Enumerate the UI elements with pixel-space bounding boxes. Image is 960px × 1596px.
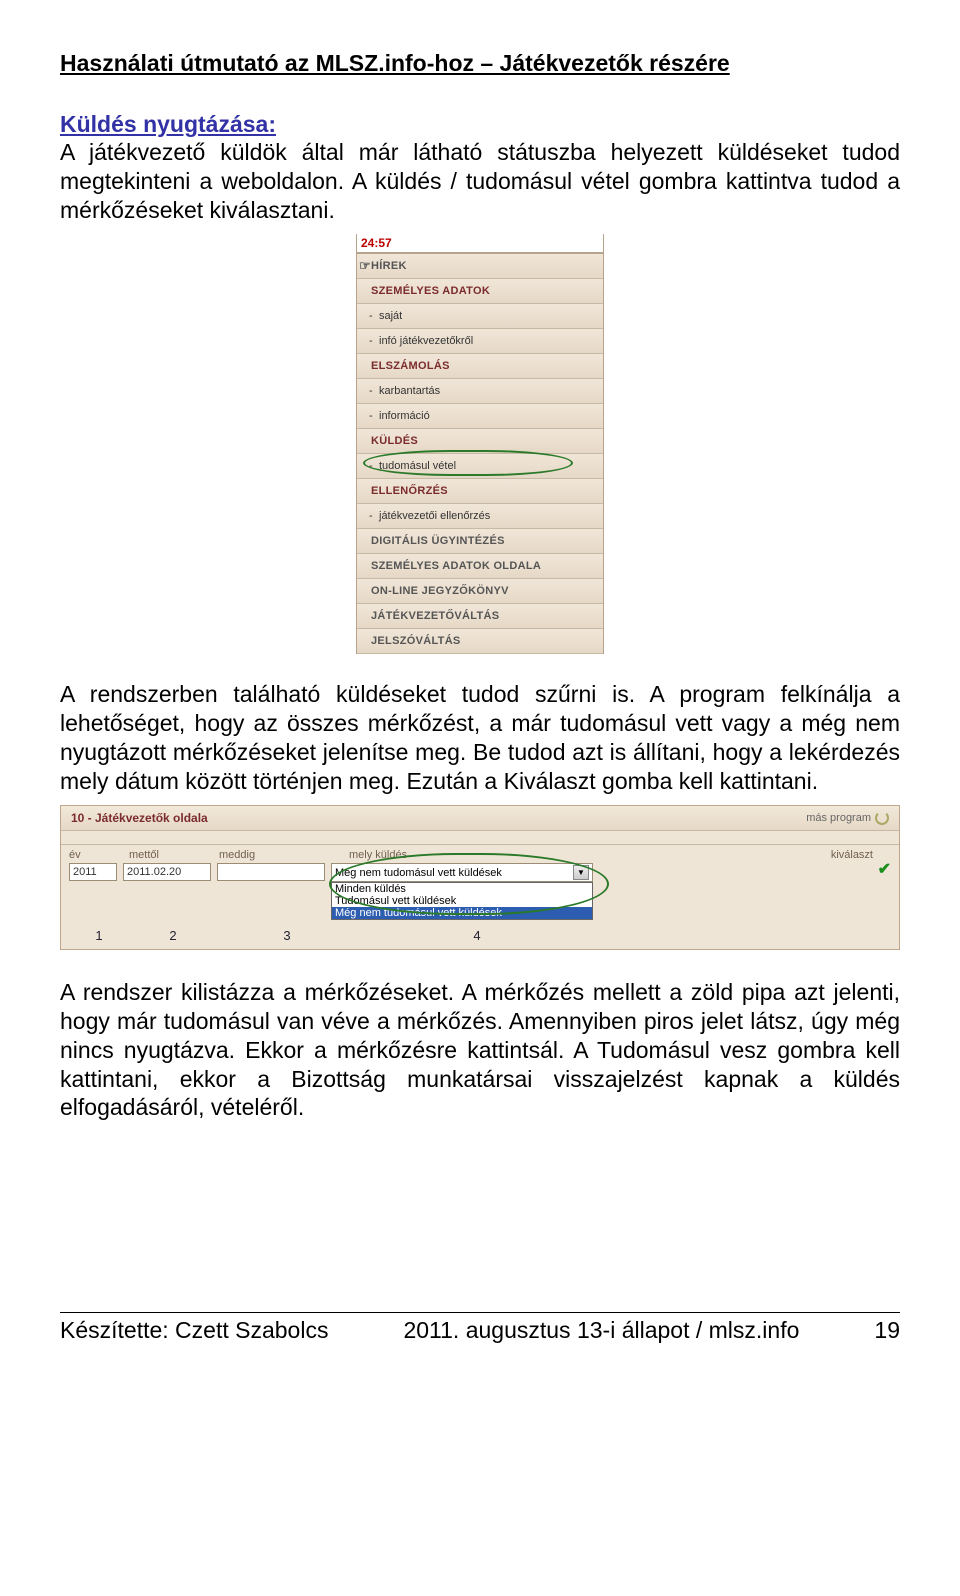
section-heading: Küldés nyugtázása: [60,111,276,137]
date-to-input[interactable] [217,863,325,881]
annotation-circle [363,450,573,476]
session-clock: 24:57 [361,236,392,250]
select-button[interactable]: ✔ [878,863,891,877]
refresh-icon [875,811,889,825]
label-from: mettől [129,849,219,861]
sidebar-header-item[interactable]: ELSZÁMOLÁS [357,354,603,379]
other-program-link[interactable]: más program [806,811,889,825]
paragraph-1: A játékvezető küldök által már látható s… [60,138,900,224]
paragraph-3: A rendszer kilistázza a mérkőzéseket. A … [60,978,900,1122]
page-footer: Készítette: Czett Szabolcs 2011. auguszt… [60,1312,900,1344]
dropdown-option[interactable]: Minden küldés [332,883,592,895]
sidebar-sub-item[interactable]: saját [357,304,603,329]
label-year: év [69,849,129,861]
sidebar-header-item[interactable]: SZEMÉLYES ADATOK OLDALA [357,554,603,579]
year-input[interactable] [69,863,117,881]
date-from-input[interactable] [123,863,211,881]
sidebar-header-item[interactable]: JÁTÉKVEZETŐVÁLTÁS [357,604,603,629]
sidebar-header-item[interactable]: ☞HÍREK [357,254,603,279]
label-type: mely küldés [349,849,649,861]
dropdown-selected: Még nem tudomásul vett küldések [335,867,502,879]
sidebar-header-item[interactable]: ELLENŐRZÉS [357,479,603,504]
pointer-icon: ☞ [359,258,371,274]
sidebar-header-item[interactable]: SZEMÉLYES ADATOK [357,279,603,304]
sidebar-header-item[interactable]: DIGITÁLIS ÜGYINTÉZÉS [357,529,603,554]
chevron-down-icon: ▼ [573,865,589,880]
type-dropdown[interactable]: Még nem tudomásul vett küldések ▼ Minden… [331,863,593,920]
dropdown-option[interactable]: Még nem tudomásul vett küldések [332,907,592,919]
paragraph-2: A rendszerben található küldéseket tudod… [60,680,900,795]
screenshot-sidebar: 24:57 ☞HÍREKSZEMÉLYES ADATOKsajátinfó já… [60,234,900,654]
sidebar-sub-item[interactable]: tudomásul vétel [357,454,603,479]
filter-page-title: 10 - Játékvezetők oldala [71,811,208,825]
page-title: Használati útmutató az MLSZ.info-hoz – J… [60,50,900,77]
footer-author: Készítette: Czett Szabolcs [60,1317,328,1344]
dropdown-option[interactable]: Tudomásul vett küldések [332,895,592,907]
other-program-label: más program [806,812,871,824]
sidebar-sub-item[interactable]: információ [357,404,603,429]
annotation-numbers: 1 2 3 4 [61,928,899,949]
label-select: kiválaszt [649,849,891,861]
sidebar-sub-item[interactable]: játékvezetői ellenőrzés [357,504,603,529]
sidebar-header-item[interactable]: ON-LINE JEGYZŐKÖNYV [357,579,603,604]
label-to: meddig [219,849,349,861]
footer-page-number: 19 [874,1317,900,1344]
footer-date: 2011. augusztus 13-i állapot / mlsz.info [403,1317,799,1344]
screenshot-filterbar: 10 - Játékvezetők oldala más program év … [60,805,900,950]
sidebar-sub-item[interactable]: infó játékvezetőkről [357,329,603,354]
sidebar-header-item[interactable]: KÜLDÉS [357,429,603,454]
sidebar-header-item[interactable]: JELSZÓVÁLTÁS [357,629,603,654]
sidebar-sub-item[interactable]: karbantartás [357,379,603,404]
